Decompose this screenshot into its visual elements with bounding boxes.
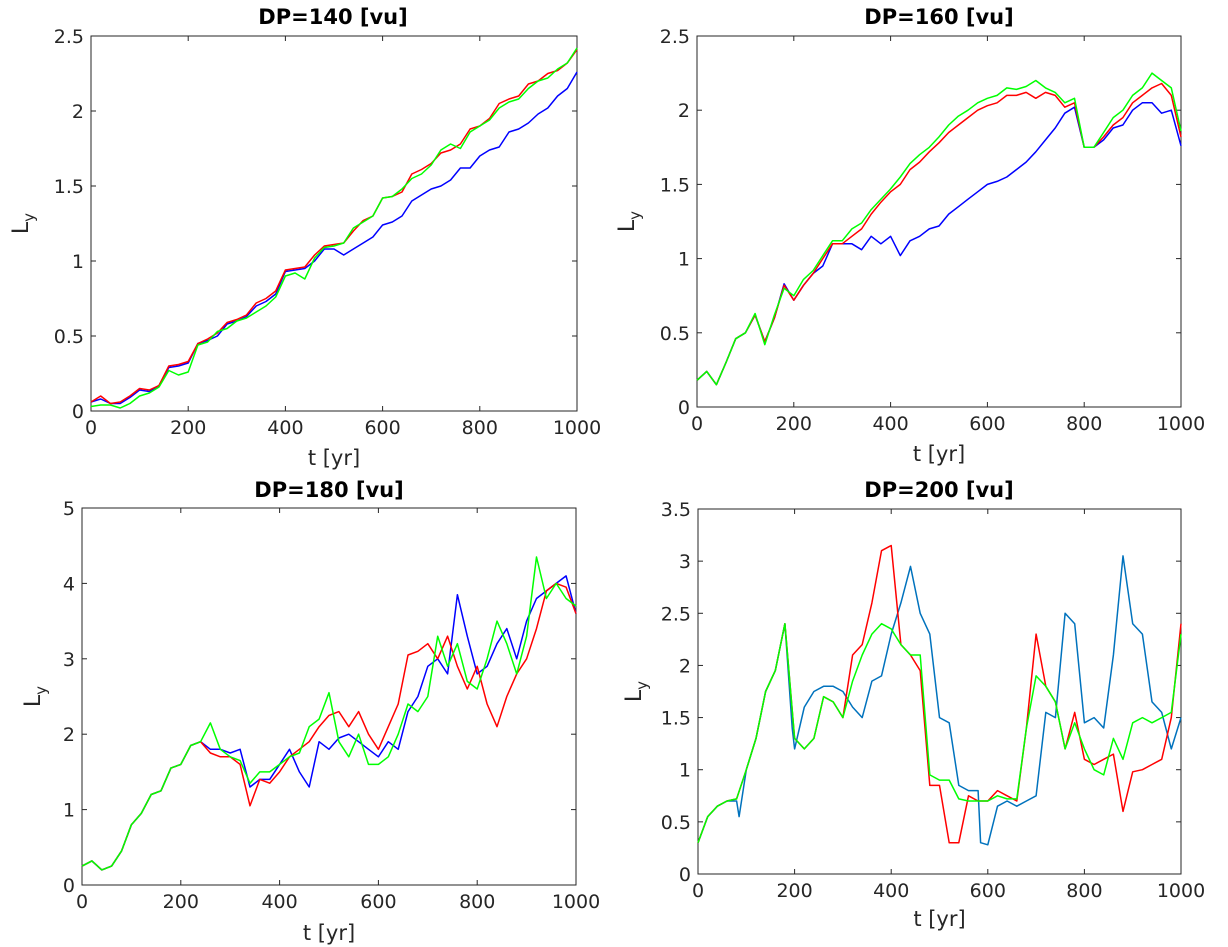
series-line-green — [696, 72, 1182, 386]
x-tick-label: 200 — [170, 417, 206, 439]
chart-title: DP=180 [vu] — [254, 478, 403, 502]
x-tick-label: 600 — [969, 413, 1005, 435]
x-tick-label: 800 — [1066, 413, 1102, 435]
y-tick-label: 2 — [72, 101, 84, 123]
y-tick-label: 3 — [679, 551, 691, 573]
x-tick-label: 400 — [872, 413, 908, 435]
x-tick-label: 0 — [692, 880, 704, 902]
x-tick-label: 400 — [267, 417, 303, 439]
x-axis-label: t [yr] — [308, 446, 360, 470]
y-axis-label: Ly — [615, 211, 644, 232]
y-axis-label-subscript: y — [633, 681, 651, 690]
x-axis-label: t [yr] — [913, 907, 965, 931]
x-tick-label: 600 — [364, 417, 400, 439]
y-tick-label: 1 — [679, 760, 691, 782]
x-tick-label: 200 — [776, 880, 812, 902]
y-tick-label: 0 — [72, 401, 84, 423]
y-axis-label: Ly — [622, 681, 651, 702]
chart-title: DP=140 [vu] — [258, 5, 407, 29]
plot-area — [90, 35, 578, 412]
x-tick-label: 1000 — [1157, 880, 1205, 902]
y-axis-label-main: L — [9, 221, 34, 234]
x-tick-label: 800 — [459, 891, 495, 913]
y-tick-label: 2.5 — [54, 26, 84, 48]
y-tick-label: 5 — [63, 498, 75, 520]
y-axis-label: Ly — [9, 213, 38, 234]
plot-area — [81, 507, 577, 886]
y-tick-label: 2 — [63, 724, 75, 746]
y-tick-label: 0.5 — [661, 812, 691, 834]
y-tick-label: 1.5 — [54, 176, 84, 198]
x-axis-label: t [yr] — [303, 921, 355, 945]
y-tick-label: 0 — [63, 875, 75, 897]
series-line-red — [90, 49, 578, 405]
y-axis-label-main: L — [615, 219, 640, 232]
x-tick-label: 400 — [873, 880, 909, 902]
subplot-dp140: 0 200 400 600 800 1000 0 0.5 1 1.5 2 2.5 DP=140 [vu]… — [9, 5, 601, 470]
chart-title: DP=200 [vu] — [864, 478, 1013, 502]
x-tick-label: 0 — [691, 413, 703, 435]
y-tick-label: 1 — [72, 251, 84, 273]
x-tick-label: 600 — [970, 880, 1006, 902]
y-tick-label: 1 — [63, 800, 75, 822]
y-axis-label-subscript: y — [32, 686, 50, 695]
series-line-green — [90, 47, 578, 409]
y-tick-label: 2.5 — [660, 26, 690, 48]
y-tick-label: 4 — [63, 573, 75, 595]
x-tick-label: 1000 — [1157, 413, 1205, 435]
subplot-dp160: 0 200 400 600 800 1000 0 0.5 1 1.5 2 2.5 DP=160 [vu]… — [615, 5, 1205, 466]
y-tick-label: 0 — [679, 864, 691, 886]
y-tick-label: 3.5 — [661, 499, 691, 521]
y-tick-label: 1.5 — [661, 708, 691, 730]
series-line-green — [81, 556, 577, 871]
chart-title: DP=160 [vu] — [864, 5, 1013, 29]
y-tick-label: 0 — [678, 397, 690, 419]
y-axis-label-main: L — [21, 694, 46, 707]
x-tick-label: 600 — [360, 891, 396, 913]
y-tick-label: 0.5 — [54, 326, 84, 348]
plot-area — [696, 35, 1182, 408]
y-tick-label: 3 — [63, 649, 75, 671]
y-tick-label: 2 — [678, 100, 690, 122]
y-tick-label: 0.5 — [660, 323, 690, 345]
x-tick-label: 1000 — [553, 417, 601, 439]
y-tick-label: 1 — [678, 249, 690, 271]
x-tick-label: 200 — [776, 413, 812, 435]
series-line-blue — [90, 71, 578, 405]
x-tick-label: 800 — [1066, 880, 1102, 902]
y-axis-label-subscript: y — [20, 213, 38, 222]
series-line-green — [697, 622, 1182, 843]
x-tick-label: 400 — [261, 891, 297, 913]
x-tick-label: 200 — [163, 891, 199, 913]
y-axis-label-main: L — [622, 689, 647, 702]
subplot-dp200: 0 200 400 600 800 1000 0 0.5 1 1.5 2 2.5 3 3.5 DP=200 … — [622, 478, 1205, 931]
x-tick-label: 0 — [76, 891, 88, 913]
y-axis-label-subscript: y — [626, 211, 644, 220]
subplot-dp180: 0 200 400 600 800 1000 0 1 2 3 4 5 DP=180 [vu] t [yr]… — [21, 478, 600, 945]
y-tick-label: 1.5 — [660, 174, 690, 196]
plot-area — [697, 508, 1182, 875]
y-tick-label: 2 — [679, 655, 691, 677]
x-tick-label: 1000 — [552, 891, 600, 913]
x-axis-label: t [yr] — [913, 442, 965, 466]
y-tick-label: 2.5 — [661, 603, 691, 625]
x-tick-label: 0 — [85, 417, 97, 439]
x-tick-label: 800 — [462, 417, 498, 439]
y-axis-label: Ly — [21, 686, 50, 707]
